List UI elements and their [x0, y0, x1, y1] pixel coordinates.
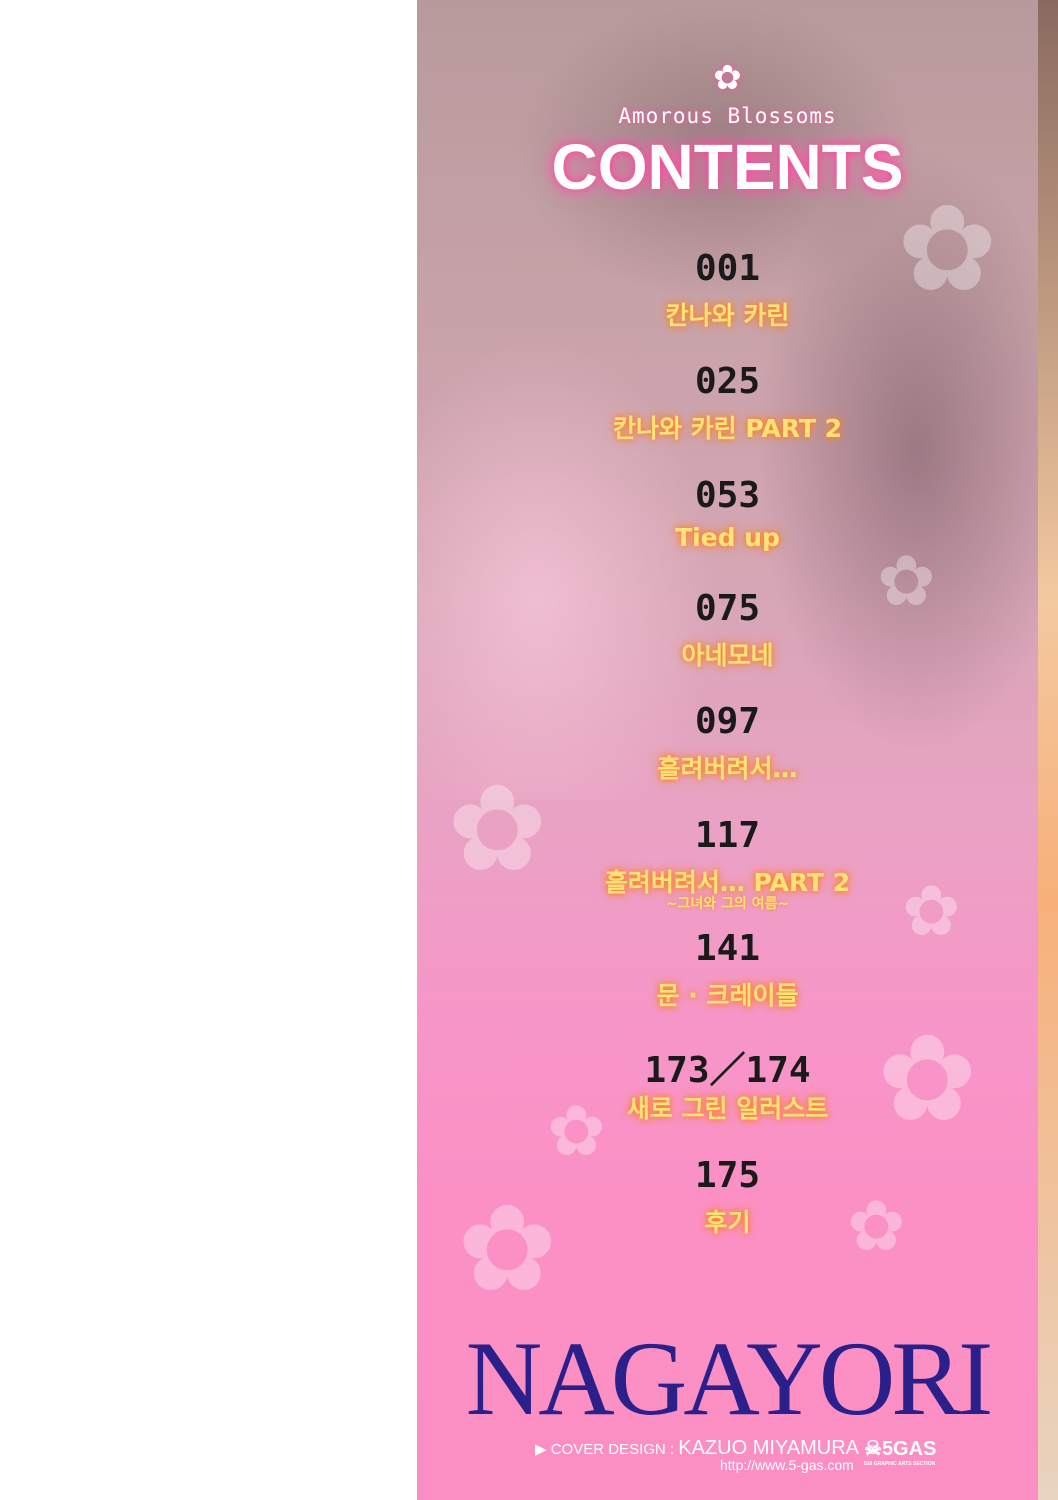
subtitle: Amorous Blossoms: [618, 104, 837, 128]
toc-chapter-title: 칸나와 카린: [665, 301, 790, 330]
toc-chapter-title: 문 · 크레이들: [656, 981, 799, 1010]
toc-page-number: 053: [694, 475, 761, 516]
toc-chapter-title: 흘려버려서… PART 2: [604, 868, 851, 897]
play-icon: ▶: [535, 1441, 547, 1458]
toc-page-number: 025: [694, 361, 761, 402]
toc-page-number: 141: [694, 928, 761, 969]
toc-chapter-subtitle: ~그녀와 그의 여름~: [665, 896, 790, 912]
credit-label: COVER DESIGN :: [550, 1441, 675, 1458]
credit-name: KAZUO MIYAMURA: [678, 1437, 860, 1459]
cover-art-panel: ✿ ✿ ✿ ✿ ✿ ✿ ✿ ✿: [417, 0, 1038, 1500]
page-title: CONTENTS: [551, 131, 904, 203]
flower-decoration: ✿: [547, 1090, 606, 1172]
flower-icon: ✿: [713, 58, 742, 98]
toc-chapter-title: Tied up: [675, 523, 780, 552]
flower-decoration: ✿: [897, 180, 998, 319]
flower-decoration: ✿: [457, 1180, 558, 1319]
background-illustration: [417, 0, 1038, 800]
toc-page-number: 173／174: [644, 1050, 811, 1091]
toc-page-number: 175: [694, 1155, 761, 1196]
author-name: NAGAYORI: [465, 1320, 994, 1437]
toc-chapter-title: 흘려버려서…: [657, 754, 798, 783]
flower-decoration: ✿: [847, 1185, 906, 1267]
cover-credit: ▶ COVER DESIGN : KAZUO MIYAMURA: [535, 1437, 859, 1460]
toc-chapter-title: 후기: [704, 1208, 751, 1237]
toc-chapter-title: 아네모네: [681, 641, 774, 670]
website-url[interactable]: http://www.5-gas.com: [720, 1457, 854, 1473]
flower-decoration: ✿: [877, 540, 936, 622]
toc-page-number: 001: [694, 248, 761, 289]
toc-chapter-title: 칸나와 카린 PART 2: [612, 414, 843, 443]
toc-chapter-title: 새로 그린 일러스트: [626, 1094, 829, 1123]
toc-page-number: 117: [694, 815, 761, 856]
gas-mask-icon: ☠: [864, 1438, 882, 1460]
toc-page-number: 097: [694, 701, 761, 742]
flower-decoration: ✿: [877, 1010, 978, 1149]
flower-decoration: ✿: [902, 870, 961, 952]
toc-page-number: 075: [694, 588, 761, 629]
5gas-logo: ☠5GAS 510 GRAPHIC ARTS SECTION: [864, 1438, 937, 1467]
adjacent-page-edge: [1038, 0, 1058, 1500]
flower-decoration: ✿: [447, 760, 548, 899]
